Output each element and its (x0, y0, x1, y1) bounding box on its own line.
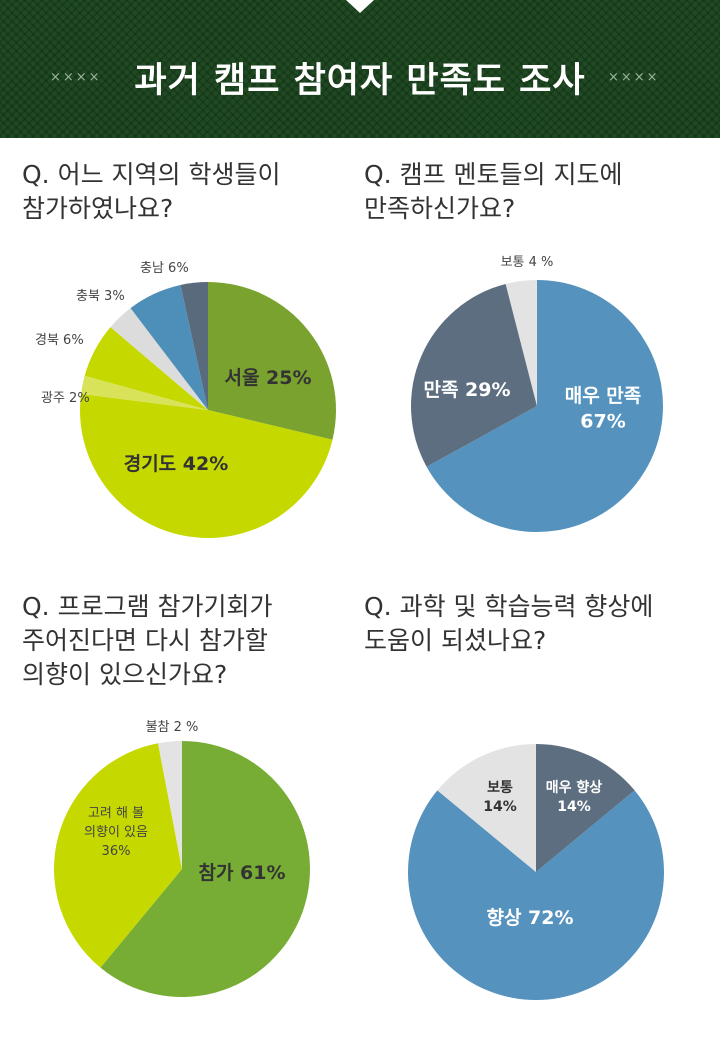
pie-2-slice-1 (53, 743, 182, 968)
decoration-left: ×××× (50, 70, 102, 85)
question-mentor-line-2: 만족하신가요? (364, 194, 516, 223)
pie-1-slice-2 (505, 280, 537, 406)
question-region-line-1: Q. 어느 지역의 학생들이 (22, 160, 281, 189)
banner-notch (346, 0, 374, 13)
pie-1-slice-0 (426, 280, 664, 533)
pie-0-slice-3 (84, 327, 208, 410)
pie-0-slice-2 (81, 375, 208, 410)
pie-3-slice-2 (437, 744, 536, 872)
pie-0-label-4: 충북 3% (76, 289, 125, 304)
question-ability-line-1: Q. 과학 및 학습능력 향상에 (364, 592, 654, 621)
pie-0-slice-1 (79, 393, 333, 539)
pie-3-label-0: 매우 향상 14% (546, 779, 603, 815)
pie-0-label-2: 광주 2% (41, 391, 90, 406)
question-region: Q. 어느 지역의 학생들이 참가하였나요? (22, 158, 362, 226)
pie-1-label-0: 매우 만족 67% (565, 385, 642, 433)
pie-2-label-1: 고려 해 볼 의향이 있음 36% (84, 806, 148, 859)
pie-3-slice-0 (536, 744, 635, 872)
pie-0-label-3: 경북 6% (35, 333, 84, 348)
question-mentor: Q. 캠프 멘토들의 지도에 만족하신가요? (364, 158, 704, 226)
decoration-right: ×××× (608, 70, 660, 85)
pie-2-label-2: 불참 2 % (146, 720, 199, 735)
pie-0-slice-6 (180, 282, 208, 410)
question-rejoin-line-1: Q. 프로그램 참가기회가 (22, 592, 273, 621)
question-rejoin: Q. 프로그램 참가기회가 주어진다면 다시 참가할 의향이 있으신가요? (22, 590, 362, 692)
pie-0-label-0: 서울 25% (224, 367, 311, 389)
pie-0-label-1: 경기도 42% (124, 453, 229, 475)
pie-1-label-1: 만족 29% (423, 379, 510, 401)
question-region-line-2: 참가하였나요? (22, 194, 174, 223)
pie-1-label-2: 보통 4 % (501, 255, 554, 270)
pie-2-slice-0 (100, 741, 310, 997)
question-mentor-line-1: Q. 캠프 멘토들의 지도에 (364, 160, 623, 189)
page-title: 과거 캠프 참여자 만족도 조사 (134, 61, 586, 101)
question-rejoin-line-2: 주어진다면 다시 참가할 (22, 626, 268, 655)
pie-3-slice-1 (408, 790, 664, 1000)
pie-0-slice-5 (130, 284, 208, 410)
pie-0-slice-0 (208, 282, 336, 440)
question-ability-line-2: 도움이 되셨나요? (364, 626, 547, 655)
pie-2-slice-2 (158, 741, 182, 869)
question-rejoin-line-3: 의향이 있으신가요? (22, 660, 228, 689)
pie-0-label-5: 충남 6% (140, 261, 189, 276)
pie-3-label-1: 향상 72% (486, 907, 573, 929)
pie-0-slice-4 (110, 308, 208, 410)
pie-1-slice-1 (411, 283, 537, 467)
header-banner: ×××× 과거 캠프 참여자 만족도 조사 ×××× (0, 0, 720, 138)
pie-3-label-2: 보통 14% (483, 780, 517, 815)
pie-2-label-0: 참가 61% (198, 862, 285, 884)
question-ability: Q. 과학 및 학습능력 향상에 도움이 되셨나요? (364, 590, 704, 658)
